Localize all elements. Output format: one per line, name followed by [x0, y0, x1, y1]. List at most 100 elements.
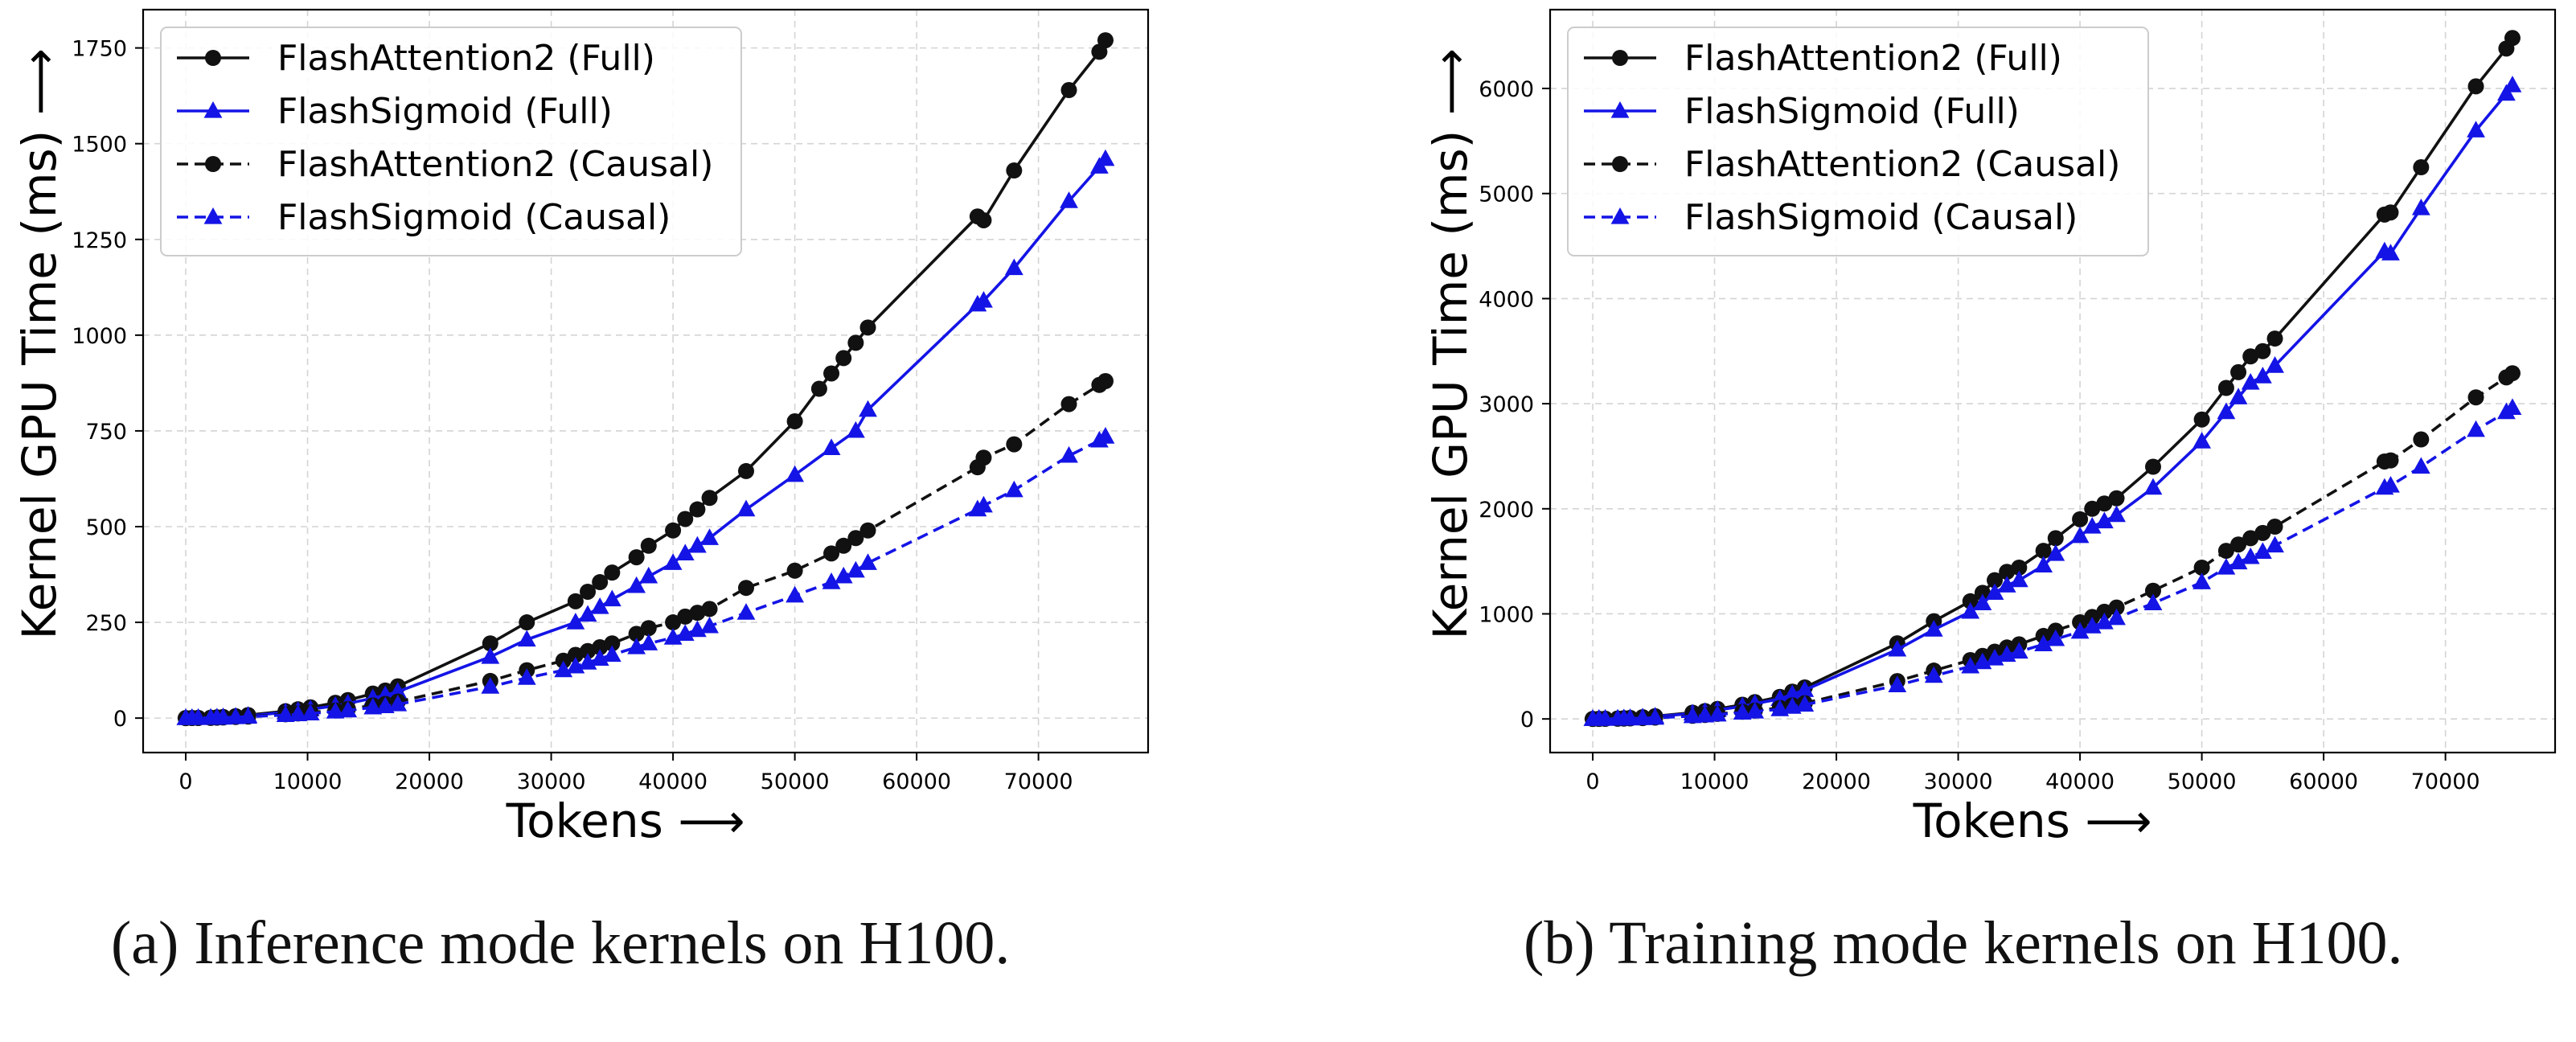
data-point [2193, 559, 2210, 576]
data-point [2143, 593, 2163, 611]
data-point [2082, 517, 2102, 534]
data-point [2266, 356, 2284, 373]
data-point [2217, 379, 2234, 396]
legend: FlashAttention2 (Full) FlashSigmoid (Full… [160, 27, 742, 256]
data-point [1097, 32, 1114, 49]
data-point [700, 616, 719, 634]
x-tick-label: 0 [1585, 769, 1599, 794]
data-point [2094, 511, 2114, 529]
y-axis-label: Kernel GPU Time (ms) ⟶ [12, 48, 67, 639]
data-point [2009, 570, 2028, 588]
y-tick-label: 1500 [72, 133, 127, 158]
x-tick-label: 60000 [2289, 769, 2358, 794]
data-point [859, 522, 876, 539]
data-point [578, 605, 597, 622]
data-point [689, 501, 706, 518]
data-point [822, 572, 841, 589]
data-point [2070, 526, 2090, 544]
data-point [2047, 530, 2064, 547]
data-point [786, 465, 805, 482]
data-point [2504, 30, 2521, 47]
data-point [2084, 500, 2101, 517]
data-point [604, 635, 621, 652]
data-point [2241, 372, 2260, 390]
data-point [189, 708, 207, 725]
y-tick-label: 0 [113, 707, 127, 732]
y-tick-label: 4000 [1479, 287, 1534, 312]
x-tick-label: 10000 [273, 769, 343, 794]
data-point [738, 462, 754, 479]
x-tick-label: 30000 [1924, 769, 1993, 794]
data-point [2009, 642, 2028, 659]
data-point [2034, 634, 2053, 652]
data-point [2253, 542, 2272, 560]
data-point [2145, 458, 2161, 475]
data-point [363, 697, 383, 715]
data-point [2382, 452, 2399, 469]
legend-label: FlashSigmoid (Causal) [1684, 197, 2078, 238]
y-tick-label: 1250 [72, 228, 127, 253]
x-tick-label: 50000 [761, 769, 830, 794]
data-point [2413, 159, 2430, 176]
data-point [2143, 478, 2163, 495]
data-point [1985, 583, 2004, 600]
data-point [2145, 582, 2161, 599]
data-point [592, 574, 609, 591]
legend-label: FlashAttention2 (Full) [1684, 38, 2062, 79]
data-point [2107, 608, 2126, 626]
x-tick-label: 40000 [638, 769, 708, 794]
data-point [1924, 620, 1943, 637]
data-point [580, 642, 597, 659]
data-point [1097, 373, 1114, 389]
data-point [1974, 585, 1991, 601]
data-point [2034, 556, 2053, 573]
data-point [2082, 617, 2102, 634]
legend: FlashAttention2 (Full) FlashSigmoid (Full… [1567, 27, 2149, 256]
legend-marker [1610, 207, 1630, 224]
data-point [640, 620, 657, 637]
data-point [665, 522, 682, 539]
y-tick-label: 1000 [72, 324, 127, 349]
data-point [639, 566, 658, 584]
data-point [602, 589, 621, 607]
data-point [2254, 343, 2271, 359]
data-point [2241, 547, 2260, 564]
data-point [974, 290, 993, 308]
legend-marker [203, 207, 223, 224]
data-point [2046, 544, 2065, 561]
data-point [701, 490, 718, 507]
data-point [823, 545, 840, 562]
data-point [2192, 572, 2212, 589]
data-point [1060, 82, 1077, 99]
data-point [628, 626, 645, 642]
data-point [1987, 572, 2004, 589]
x-tick-label: 10000 [1680, 769, 1749, 794]
data-point [2011, 559, 2028, 576]
x-axis-label: Tokens ⟶ [1913, 794, 2152, 848]
data-point [2467, 78, 2484, 95]
data-point [301, 704, 320, 721]
data-point [2467, 121, 2485, 137]
y-tick-label: 250 [85, 611, 127, 636]
x-tick-label: 20000 [395, 769, 464, 794]
data-point [2096, 495, 2113, 512]
x-tick-label: 40000 [2045, 769, 2115, 794]
data-point [1733, 703, 1752, 720]
data-point [2096, 603, 2113, 620]
data-point [1696, 705, 1715, 723]
data-point [786, 585, 805, 603]
data-point [2108, 599, 2125, 616]
data-point [1782, 684, 1802, 702]
data-point [665, 614, 682, 631]
data-point [1961, 656, 1980, 674]
data-point [567, 593, 584, 609]
data-point [700, 528, 719, 545]
legend-marker [1610, 101, 1630, 118]
data-point [677, 608, 694, 625]
data-point [517, 668, 536, 685]
data-point [2229, 388, 2248, 404]
legend-label: FlashSigmoid (Full) [277, 91, 613, 132]
data-point [2503, 398, 2522, 415]
data-point [1621, 708, 1639, 726]
